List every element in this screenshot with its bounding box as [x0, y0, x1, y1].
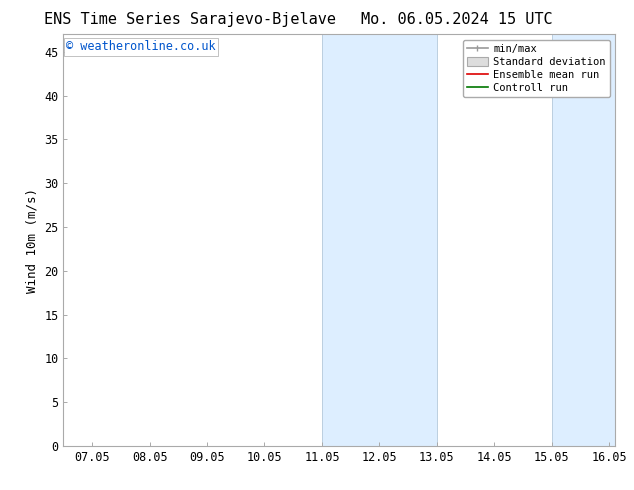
Legend: min/max, Standard deviation, Ensemble mean run, Controll run: min/max, Standard deviation, Ensemble me…: [463, 40, 610, 97]
Bar: [552, 34, 615, 446]
Text: ENS Time Series Sarajevo-Bjelave: ENS Time Series Sarajevo-Bjelave: [44, 12, 336, 27]
Y-axis label: Wind 10m (m/s): Wind 10m (m/s): [26, 188, 39, 293]
Text: Mo. 06.05.2024 15 UTC: Mo. 06.05.2024 15 UTC: [361, 12, 552, 27]
Text: © weatheronline.co.uk: © weatheronline.co.uk: [66, 41, 216, 53]
Bar: [322, 34, 437, 446]
